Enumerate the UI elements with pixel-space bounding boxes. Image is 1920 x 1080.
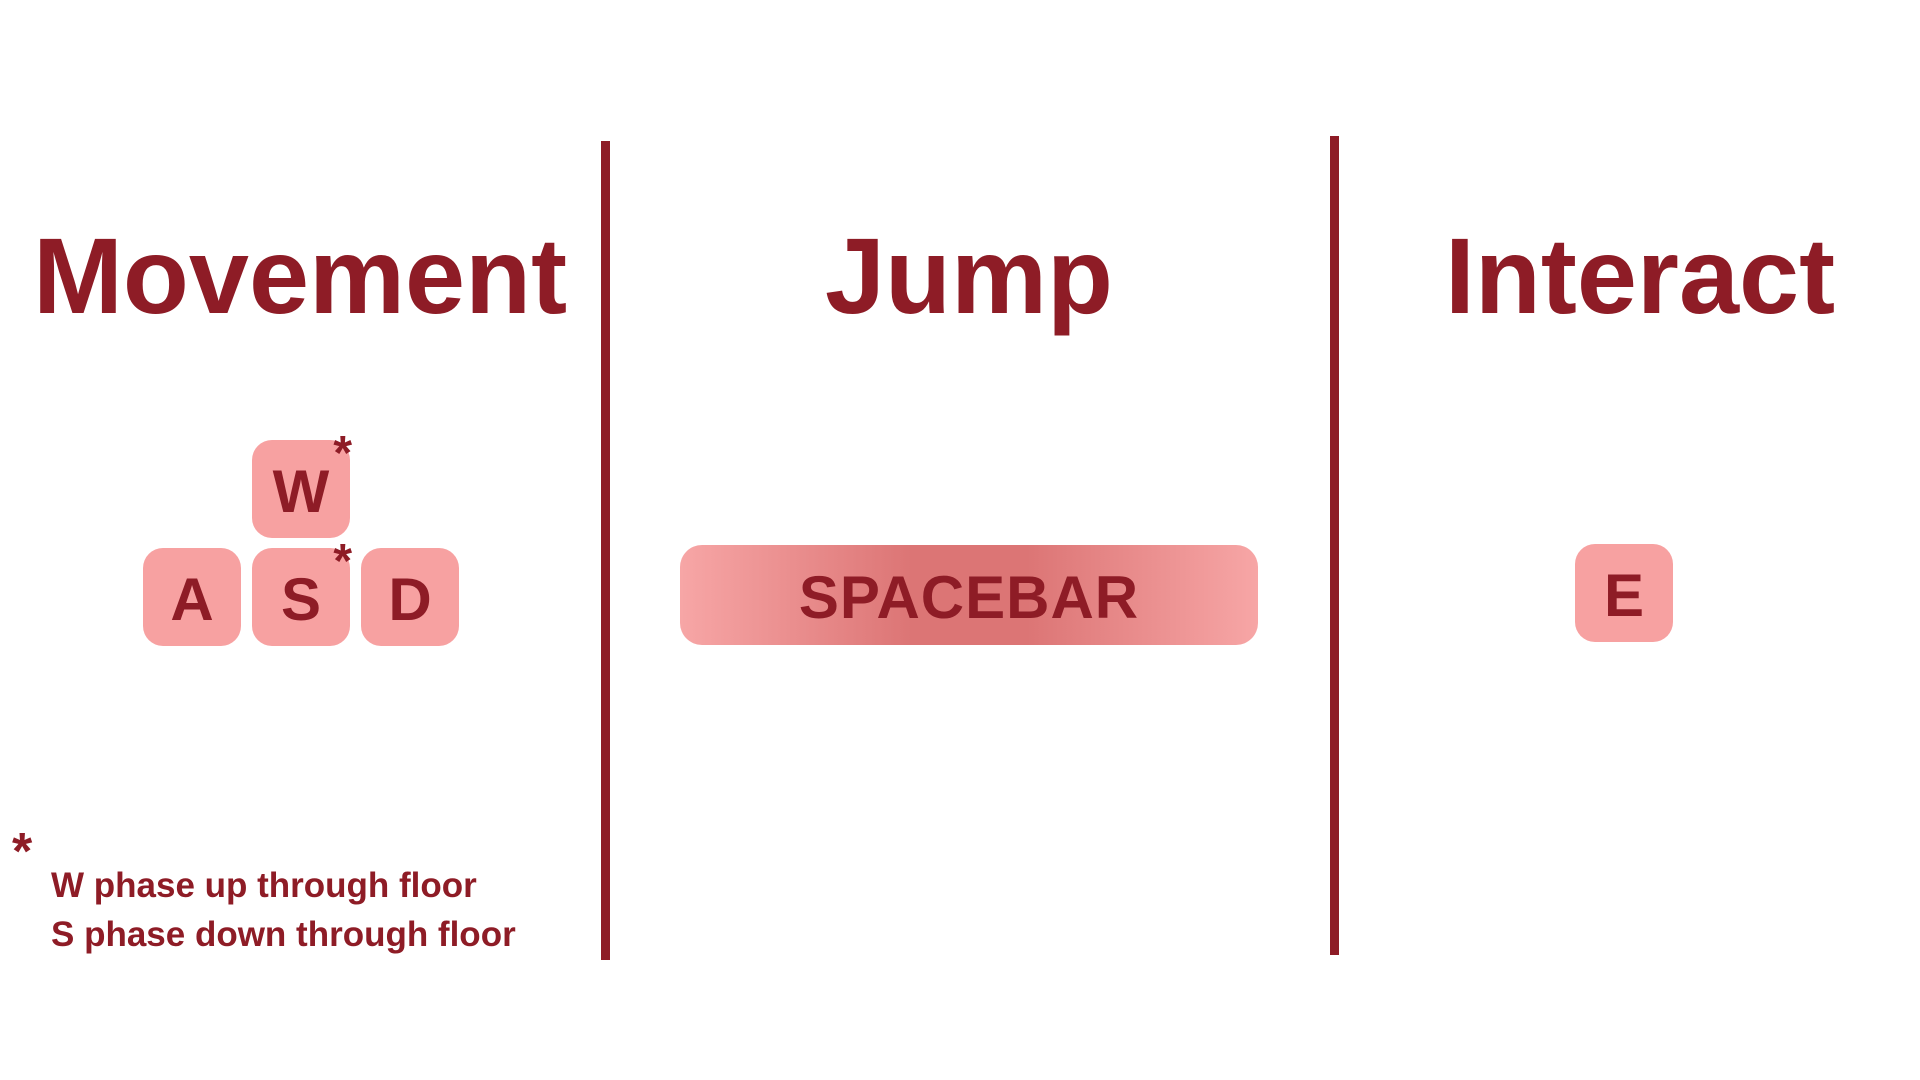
footnote-asterisk: * — [12, 823, 33, 881]
key-e-label: E — [1603, 562, 1645, 629]
key-d-label: D — [388, 566, 432, 633]
key-s-label: S — [280, 566, 322, 633]
key-a: A — [143, 548, 241, 646]
key-w-label: W — [272, 458, 330, 525]
movement-heading: Movement — [32, 215, 568, 336]
footnote-line-s: S phase down through floor — [51, 915, 516, 954]
key-spacebar-label: SPACEBAR — [798, 564, 1140, 631]
key-a-label: A — [170, 566, 214, 633]
key-s-asterisk: * — [333, 535, 352, 588]
divider-left — [601, 141, 610, 960]
key-w: W * — [252, 430, 352, 538]
footnote-line-w: W phase up through floor — [51, 866, 477, 905]
key-e: E — [1575, 544, 1673, 642]
jump-heading: Jump — [824, 215, 1114, 336]
key-s: S * — [252, 538, 352, 646]
key-w-asterisk: * — [333, 427, 352, 480]
key-spacebar: SPACEBAR — [680, 545, 1258, 645]
divider-right — [1330, 136, 1339, 955]
key-d: D — [361, 548, 459, 646]
interact-heading: Interact — [1444, 215, 1836, 336]
